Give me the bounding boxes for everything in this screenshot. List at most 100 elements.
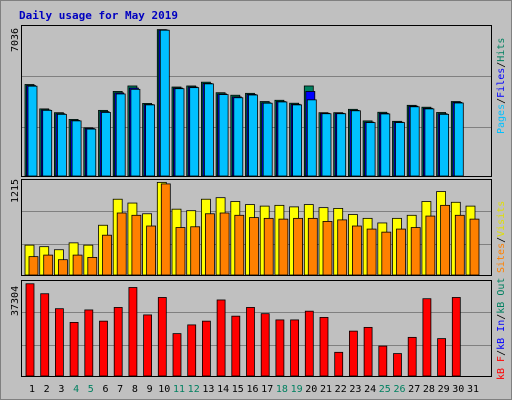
bar-sites-day-7 — [116, 212, 127, 276]
bar-kbf-day-21 — [319, 317, 329, 377]
middle-ymax-label: 1215 — [10, 179, 21, 203]
x-tick-label: 5 — [88, 384, 94, 395]
bar-pages-day-9 — [145, 104, 156, 177]
bar-kbf-day-9 — [143, 314, 153, 377]
x-tick-label: 27 — [408, 384, 420, 395]
bottom-legend: kB F/kB In/kB Out — [496, 278, 507, 380]
x-tick-label: 10 — [158, 384, 170, 395]
bar-sites-day-4 — [72, 254, 83, 276]
bar-pages-day-26 — [395, 122, 405, 177]
bar-kbf-day-24 — [363, 326, 373, 377]
bar-sites-day-30 — [454, 214, 465, 276]
x-tick-label: 24 — [364, 384, 376, 395]
bar-kbf-day-5 — [84, 309, 94, 377]
bar-sites-day-31 — [469, 218, 480, 276]
bar-pages-day-10 — [159, 29, 170, 177]
bar-sites-day-13 — [204, 213, 215, 276]
bar-kbf-day-3 — [55, 308, 64, 377]
bar-sites-day-28 — [425, 215, 436, 276]
legend-sites: Sites — [496, 243, 507, 273]
bottom-ymax-label: 37304 — [10, 286, 21, 316]
bar-kbf-day-8 — [128, 287, 138, 377]
bar-sites-day-29 — [440, 204, 451, 276]
bar-sites-day-25 — [381, 231, 392, 276]
bar-kbf-day-26 — [393, 353, 402, 377]
bar-pages-day-6 — [101, 112, 111, 177]
bar-pages-day-7 — [115, 93, 126, 177]
bar-pages-day-13 — [203, 83, 214, 177]
chart-title: Daily usage for May 2019 — [19, 9, 178, 22]
bar-kbf-day-12 — [187, 324, 197, 377]
bar-pages-day-4 — [71, 120, 82, 177]
bar-pages-day-30 — [453, 102, 464, 177]
legend-pages: Pages — [496, 104, 507, 134]
x-tick-label: 14 — [217, 384, 229, 395]
bar-pages-day-3 — [57, 113, 67, 177]
top-ymax-label: 7036 — [10, 28, 21, 52]
bar-pages-day-12 — [189, 87, 200, 177]
bar-sites-day-22 — [337, 219, 348, 276]
bar-sites-day-26 — [396, 228, 406, 276]
x-tick-label: 22 — [335, 384, 347, 395]
x-tick-label: 4 — [73, 384, 79, 395]
legend-files: Files — [496, 68, 507, 98]
bar-sites-day-6 — [102, 234, 112, 276]
legend-sep-5: / — [496, 314, 507, 320]
bar-kbf-day-15 — [231, 315, 241, 377]
bar-kbf-day-6 — [99, 320, 108, 377]
x-tick-label: 2 — [44, 384, 50, 395]
bar-pages-day-19 — [292, 104, 303, 177]
bar-kbf-day-4 — [69, 321, 79, 377]
x-tick-label: 26 — [393, 384, 405, 395]
legend-sep-1: / — [496, 98, 507, 104]
bar-kbf-day-25 — [378, 345, 388, 377]
bar-kbf-day-10 — [157, 297, 167, 377]
bar-sites-day-11 — [175, 227, 186, 276]
bar-pages-day-27 — [409, 106, 420, 177]
bar-kbf-day-17 — [260, 313, 270, 377]
bar-pages-day-16 — [248, 94, 258, 177]
top-legend: Pages/Files/Hits — [496, 38, 507, 134]
bar-kbf-day-11 — [172, 333, 182, 377]
bar-kbf-day-1 — [25, 283, 35, 377]
x-tick-label: 15 — [232, 384, 244, 395]
bar-sites-day-20 — [307, 217, 318, 276]
x-tick-label: 8 — [132, 384, 138, 395]
bar-pages-day-23 — [350, 110, 361, 177]
bar-pages-day-18 — [277, 101, 288, 177]
x-tick-label: 23 — [349, 384, 361, 395]
bar-kbf-day-29 — [437, 338, 447, 377]
bar-sites-day-19 — [293, 217, 304, 276]
bar-pages-day-21 — [321, 113, 332, 177]
bar-sites-day-16 — [249, 217, 259, 276]
x-tick-label: 16 — [246, 384, 258, 395]
x-tick-label: 13 — [202, 384, 214, 395]
bar-pages-day-29 — [439, 113, 450, 177]
bar-pages-day-15 — [233, 97, 244, 177]
bar-kbf-day-18 — [275, 319, 285, 377]
bar-kbf-day-30 — [451, 297, 461, 377]
bar-sites-day-14 — [219, 212, 230, 276]
bar-sites-day-1 — [28, 256, 39, 276]
bar-pages-day-1 — [27, 85, 38, 177]
bar-pages-day-20 — [306, 99, 317, 177]
x-tick-label: 11 — [173, 384, 185, 395]
bar-kbf-day-27 — [407, 336, 417, 377]
bar-sites-day-27 — [410, 227, 421, 276]
x-tick-label: 31 — [467, 384, 479, 395]
legend-kb-f: kB F — [496, 356, 507, 380]
bar-sites-day-18 — [278, 218, 289, 276]
legend-kb-in: kB In — [496, 320, 507, 350]
x-tick-label: 29 — [438, 384, 450, 395]
x-tick-label: 21 — [320, 384, 332, 395]
bar-kbf-day-13 — [201, 320, 211, 377]
legend-sep-2: / — [496, 62, 507, 68]
bar-sites-day-9 — [146, 225, 157, 276]
legend-hits: Hits — [496, 38, 507, 62]
bar-kbf-day-7 — [113, 307, 123, 377]
bar-kbf-day-16 — [246, 307, 255, 377]
bar-kbf-day-14 — [216, 299, 226, 377]
bar-pages-day-14 — [218, 94, 229, 177]
bar-kbf-day-22 — [334, 351, 344, 377]
